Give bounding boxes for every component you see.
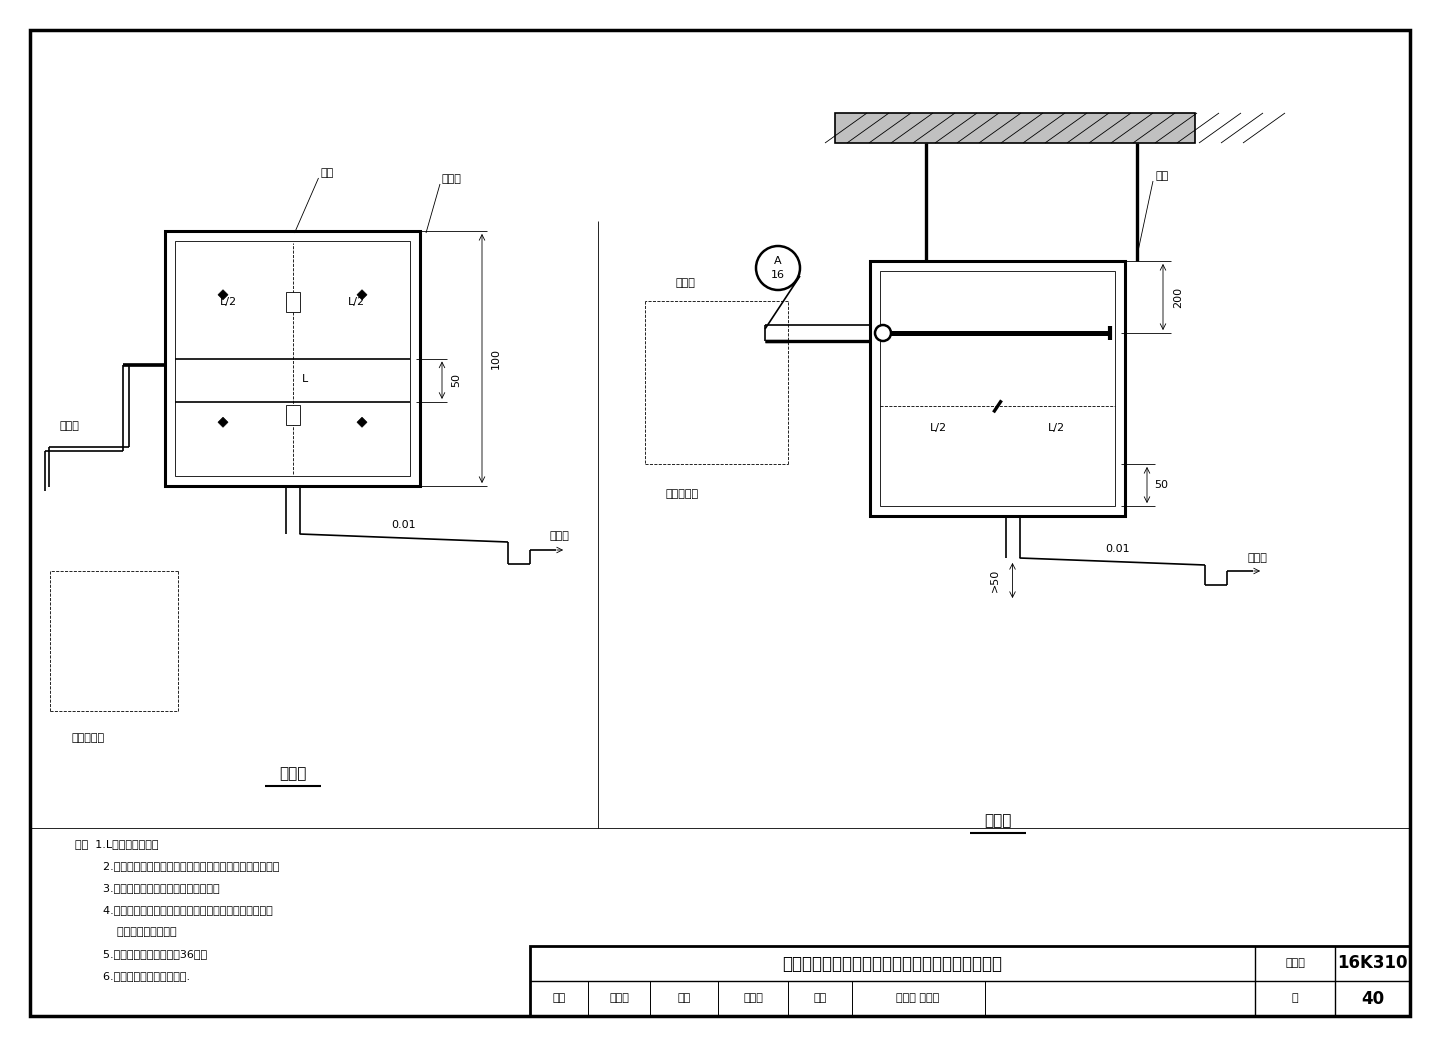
Polygon shape [357,417,367,427]
Text: 喷管: 喷管 [1155,170,1168,181]
Circle shape [756,246,801,290]
Text: 刘小文 刘小文: 刘小文 刘小文 [896,994,940,1003]
Text: L: L [301,373,308,384]
Text: 16K310: 16K310 [1338,955,1408,973]
Text: 电阔（电热）式、电极式加湿器风管内安装示意图: 电阔（电热）式、电极式加湿器风管内安装示意图 [782,955,1002,973]
Text: 50: 50 [1153,480,1168,490]
Text: 16: 16 [770,270,785,280]
Text: 蒸汽管: 蒸汽管 [60,422,79,432]
Text: >50: >50 [989,569,999,592]
Text: 立面图: 立面图 [984,814,1011,828]
Polygon shape [357,290,367,300]
Text: 加湿器主机: 加湿器主机 [665,488,698,499]
Text: 5.安装要求详见本图集第36页。: 5.安装要求详见本图集第36页。 [75,949,207,959]
Bar [880,271,1115,506]
Bar [176,241,410,476]
Text: 40: 40 [1361,990,1384,1007]
Text: 50: 50 [451,373,461,387]
Text: 校对: 校对 [677,994,691,1003]
Text: 注：  1.L为加湿器长度。: 注： 1.L为加湿器长度。 [75,839,158,849]
Text: 排水管: 排水管 [550,531,570,541]
Circle shape [876,325,891,341]
Bar [870,262,1125,516]
Text: 蒸汽管: 蒸汽管 [675,278,696,288]
Text: 加湿器主机: 加湿器主机 [72,733,105,743]
Text: 4.排水管接至排水明沟或机房地漏，具体做法由设计人员: 4.排水管接至排水明沟或机房地漏，具体做法由设计人员 [75,905,272,915]
Polygon shape [217,290,228,300]
Bar [166,231,420,486]
Text: 集水盘: 集水盘 [442,174,462,184]
Text: 200: 200 [1174,287,1184,308]
Text: 0.01: 0.01 [1104,544,1129,554]
Text: L/2: L/2 [930,424,948,433]
Text: 平面图: 平面图 [279,767,307,781]
Text: 页: 页 [1292,994,1299,1003]
Text: 徐立平: 徐立平 [609,994,629,1003]
Polygon shape [217,417,228,427]
Text: A: A [775,256,782,266]
Text: 3.加湿器拆下检修，吸顶预留检修口。: 3.加湿器拆下检修，吸顶预留检修口。 [75,883,220,893]
Text: L/2: L/2 [1047,424,1064,433]
Text: 100: 100 [491,348,501,369]
Text: L/2: L/2 [220,297,238,308]
Text: 6.图中所注尺寸均为最小値.: 6.图中所注尺寸均为最小値. [75,971,190,981]
Text: 喷管: 喷管 [321,168,334,178]
Bar [285,293,300,313]
Bar [285,405,300,425]
Text: 根据实际情况确定。: 根据实际情况确定。 [75,927,177,937]
Bar [530,946,1410,1016]
Text: 刘海滨: 刘海滨 [743,994,763,1003]
Bar [835,113,1195,143]
Text: 0.01: 0.01 [392,520,416,530]
Text: 2.加湿器主机出口蒸汽软管及蒸汽嚙管根据设备型号选用。: 2.加湿器主机出口蒸汽软管及蒸汽嚙管根据设备型号选用。 [75,861,279,871]
Text: 设计: 设计 [814,994,827,1003]
Text: 图集号: 图集号 [1284,958,1305,969]
Text: 审核: 审核 [553,994,566,1003]
Text: 排水管: 排水管 [1247,553,1267,563]
Text: L/2: L/2 [347,297,364,308]
